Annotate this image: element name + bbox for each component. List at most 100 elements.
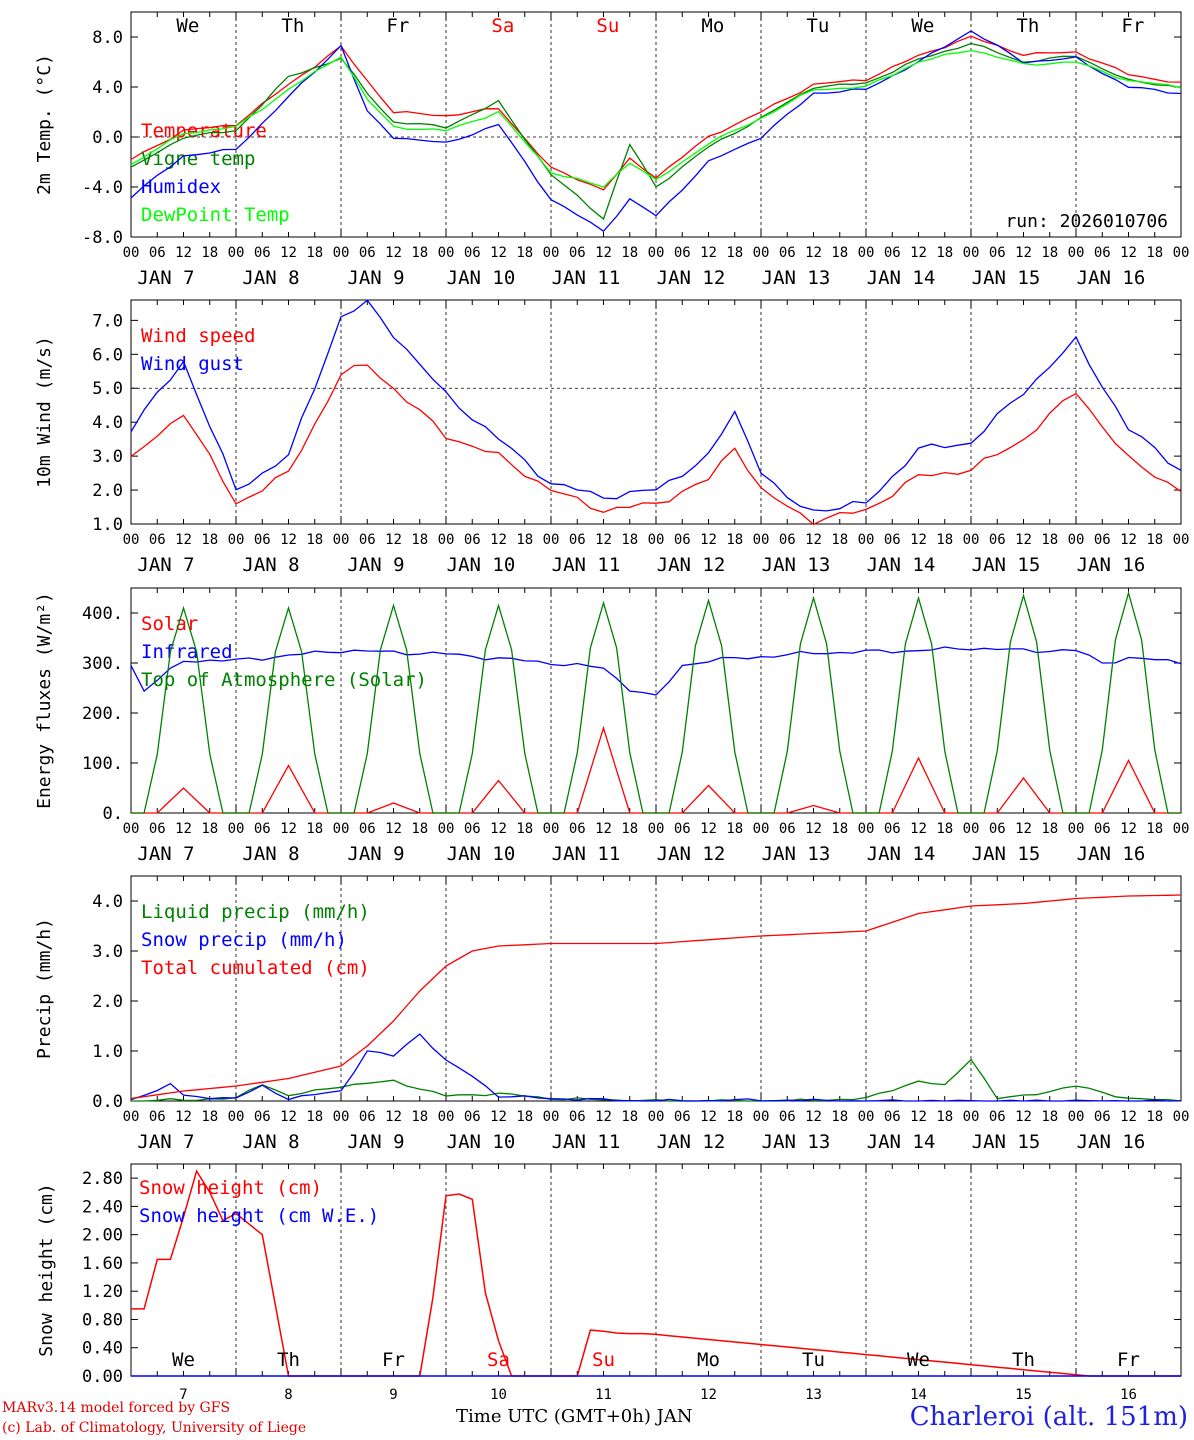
hour-tick-label: 00 [858, 1109, 875, 1125]
hour-tick-label: 00 [543, 821, 560, 837]
hour-tick-label: 12 [175, 821, 192, 837]
hour-tick-label: 18 [726, 821, 743, 837]
y-tick-label: 7.0 [92, 311, 123, 331]
hour-tick-label: 12 [1015, 532, 1032, 548]
day-label: JAN 13 [762, 554, 831, 576]
weekday-label: We [172, 1349, 195, 1371]
hour-tick-label: 06 [1094, 1109, 1111, 1125]
y-tick-label: 4.0 [92, 892, 123, 912]
weekday-label: Fr [1121, 15, 1144, 37]
day-label: JAN 10 [447, 554, 516, 576]
hour-tick-label: 00 [963, 1109, 980, 1125]
hour-tick-label: 12 [595, 245, 612, 261]
hour-tick-label: 18 [516, 245, 533, 261]
hour-tick-label: 06 [254, 532, 271, 548]
hour-tick-label: 18 [306, 532, 323, 548]
hour-tick-label: 00 [753, 821, 770, 837]
y-tick-label: -8.0 [82, 228, 123, 248]
hour-tick-label: 06 [149, 821, 166, 837]
weekday-label: Fr [382, 1349, 405, 1371]
day-label: JAN 16 [1077, 843, 1146, 865]
hour-tick-label: 18 [936, 245, 953, 261]
hour-tick-label: 18 [306, 1109, 323, 1125]
hour-tick-label: 18 [936, 1109, 953, 1125]
hour-tick-label: 12 [1120, 821, 1137, 837]
day-label: JAN 10 [447, 267, 516, 289]
weekday-label: Th [281, 15, 304, 37]
hour-tick-label: 12 [490, 821, 507, 837]
hour-tick-label: 06 [464, 245, 481, 261]
day-label: JAN 16 [1077, 554, 1146, 576]
y-tick-label: 2.80 [82, 1169, 123, 1189]
hour-tick-label: 00 [753, 1109, 770, 1125]
day-label: JAN 14 [867, 843, 936, 865]
day-label: JAN 8 [242, 267, 299, 289]
y-tick-label: 0.80 [82, 1310, 123, 1330]
y-tick-label: 1.0 [92, 515, 123, 535]
hour-tick-label: 12 [1120, 1109, 1137, 1125]
hour-tick-label: 00 [1173, 532, 1190, 548]
y-tick-label: 5.0 [92, 379, 123, 399]
series-line [130, 894, 1182, 1100]
weekday-label: Th [1016, 15, 1039, 37]
y-tick-label: 0.40 [82, 1339, 123, 1359]
hour-tick-label: 12 [910, 245, 927, 261]
hour-tick-label: 00 [648, 1109, 665, 1125]
day-label: JAN 12 [657, 843, 726, 865]
station-title: Charleroi (alt. 151m) [909, 1402, 1188, 1432]
y-tick-label: 0.0 [92, 128, 123, 148]
hour-tick-label: 12 [805, 1109, 822, 1125]
hour-tick-label: 00 [228, 1109, 245, 1125]
series-line [130, 364, 1182, 526]
weekday-label: Mo [701, 15, 724, 37]
hour-tick-label: 18 [1041, 245, 1058, 261]
hour-tick-label: 18 [621, 532, 638, 548]
day-label: JAN 16 [1077, 1131, 1146, 1153]
series-line [131, 1058, 1182, 1102]
hour-tick-label: 00 [438, 821, 455, 837]
legend-entry: Humidex [141, 176, 221, 198]
weekday-label: We [907, 1349, 930, 1371]
hour-tick-label: 00 [333, 532, 350, 548]
hour-tick-label: 06 [884, 532, 901, 548]
hour-tick-label: 12 [1015, 1109, 1032, 1125]
hour-tick-label: 00 [123, 1109, 140, 1125]
hour-tick-label: 18 [201, 245, 218, 261]
hour-tick-label: 06 [884, 1109, 901, 1125]
hour-tick-label: 12 [910, 532, 927, 548]
hour-tick-label: 00 [228, 245, 245, 261]
day-label: JAN 13 [762, 843, 831, 865]
hour-tick-label: 00 [123, 821, 140, 837]
hour-tick-label: 06 [884, 245, 901, 261]
day-label: JAN 8 [242, 1131, 299, 1153]
series-line [130, 299, 1182, 512]
day-label: JAN 8 [242, 554, 299, 576]
hour-tick-label: 06 [569, 245, 586, 261]
hour-tick-label: 12 [385, 1109, 402, 1125]
hour-tick-label: 00 [1068, 245, 1085, 261]
hour-tick-label: 06 [674, 1109, 691, 1125]
y-axis-label: Precip (mm/h) [34, 918, 55, 1059]
hour-tick-label: 06 [989, 1109, 1006, 1125]
day-label: JAN 7 [137, 267, 194, 289]
hour-tick-label: 06 [1094, 245, 1111, 261]
y-tick-label: 300. [82, 654, 123, 674]
day-label: JAN 13 [762, 1131, 831, 1153]
weekday-label: Sa [487, 1349, 510, 1371]
hour-tick-label: 00 [1068, 821, 1085, 837]
legend-entry: Total cumulated (cm) [141, 957, 370, 979]
hour-tick-label: 12 [385, 245, 402, 261]
hour-tick-label: 00 [753, 245, 770, 261]
legend-entry: Vigne temp [141, 148, 255, 170]
weekday-label: Mo [697, 1349, 720, 1371]
hour-tick-label: 18 [306, 245, 323, 261]
hour-tick-label: 00 [963, 532, 980, 548]
hour-tick-label: 18 [936, 532, 953, 548]
hour-tick-label: 06 [1094, 821, 1111, 837]
day-label: JAN 11 [552, 554, 621, 576]
hour-tick-label: 00 [648, 821, 665, 837]
day-label: JAN 11 [552, 1131, 621, 1153]
hour-tick-label: 18 [621, 821, 638, 837]
hour-tick-label: 06 [254, 821, 271, 837]
y-tick-label: 4.0 [92, 413, 123, 433]
